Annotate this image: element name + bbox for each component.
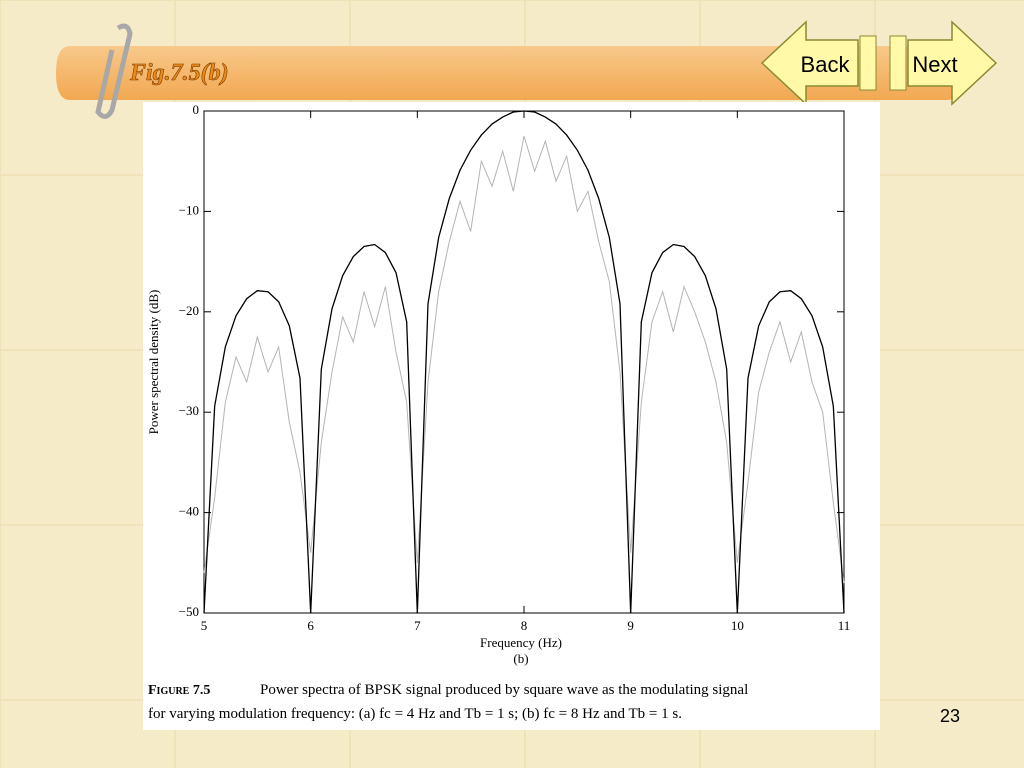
caption-line: for varying modulation frequency: (a) fc… — [148, 706, 682, 722]
caption-label: Figure 7.5 — [148, 683, 210, 698]
x-tick-label: 6 — [307, 618, 314, 633]
separator — [859, 35, 877, 91]
figure-panel — [143, 102, 880, 730]
title-bar — [56, 46, 960, 100]
page-number: 23 — [940, 706, 960, 726]
next-arrow[interactable] — [907, 20, 998, 106]
sub-label: (b) — [513, 651, 528, 666]
x-tick-label: 10 — [731, 618, 744, 633]
y-tick-label: 0 — [193, 102, 200, 117]
next-button[interactable]: Next — [907, 20, 998, 106]
slide-title: Fig.7.5(b) — [129, 60, 229, 86]
caption-line: Power spectra of BPSK signal produced by… — [260, 682, 748, 698]
series-line — [203, 135, 845, 583]
series-line — [203, 110, 845, 614]
x-tick-label: 8 — [521, 618, 528, 633]
back-arrow[interactable] — [760, 20, 859, 106]
y-tick-label: −30 — [179, 403, 199, 418]
x-tick-label: 11 — [838, 618, 851, 633]
y-axis-label: Power spectral density (dB) — [146, 290, 161, 435]
y-tick-label: −20 — [179, 303, 199, 318]
x-tick-label: 7 — [414, 618, 421, 633]
next-label[interactable]: Next — [912, 52, 957, 77]
back-button[interactable]: Back — [760, 20, 859, 106]
x-tick-label: 9 — [627, 618, 634, 633]
back-label[interactable]: Back — [801, 52, 851, 77]
y-tick-label: −40 — [179, 504, 199, 519]
x-axis-label: Frequency (Hz) — [480, 635, 562, 650]
y-tick-label: −50 — [179, 604, 199, 619]
y-tick-label: −10 — [179, 202, 199, 217]
separator — [889, 35, 907, 91]
paperclip-icon — [95, 23, 133, 119]
x-tick-label: 5 — [201, 618, 208, 633]
